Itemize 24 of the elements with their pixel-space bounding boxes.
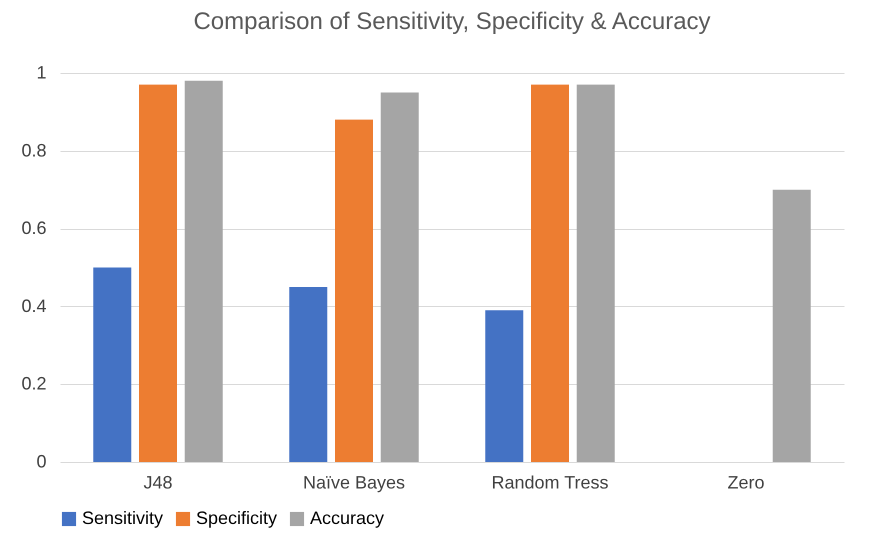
- x-tick-label: Random Tress: [491, 472, 609, 492]
- x-tick-label: Zero: [727, 472, 765, 492]
- bar: [289, 286, 328, 462]
- bar: [531, 84, 569, 462]
- legend-label: Specificity: [196, 508, 278, 528]
- bar: [139, 84, 177, 462]
- legend-label: Sensitivity: [82, 508, 164, 528]
- y-tick-label: 0.2: [21, 374, 46, 394]
- bar: [380, 92, 419, 462]
- y-tick-label: 0.6: [21, 218, 46, 238]
- bar: [772, 190, 811, 462]
- bar: [576, 84, 615, 462]
- x-tick-label: J48: [143, 472, 173, 492]
- y-tick-label: 1: [36, 62, 46, 82]
- bar: [335, 120, 373, 462]
- x-tick-label: Naïve Bayes: [302, 472, 406, 492]
- bar: [93, 268, 132, 462]
- bar: [485, 310, 524, 462]
- legend-label: Accuracy: [310, 508, 384, 528]
- y-tick-label: 0.4: [21, 296, 46, 316]
- y-tick-label: 0.8: [21, 140, 46, 160]
- bar: [184, 80, 223, 462]
- chart-title: Comparison of Sensitivity, Specificity & Accuracy: [193, 8, 711, 35]
- y-tick-label: 0: [36, 452, 46, 472]
